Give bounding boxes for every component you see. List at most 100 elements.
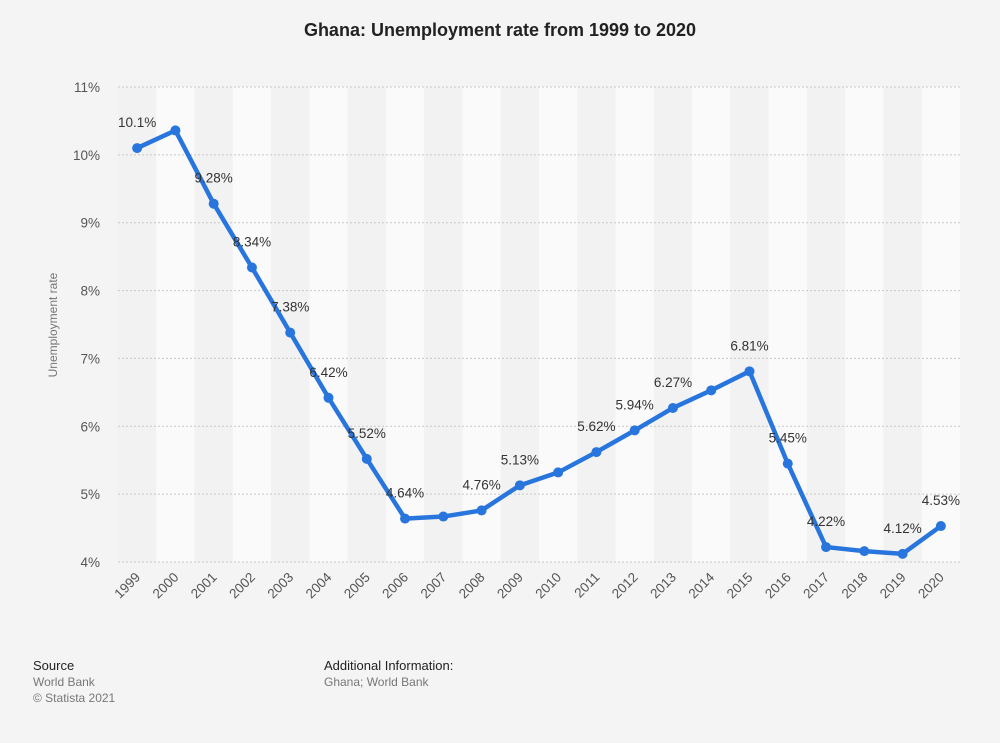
x-tick-label: 2020	[915, 570, 947, 602]
data-point[interactable]	[400, 513, 411, 524]
column-band	[462, 87, 501, 562]
source-name[interactable]: World Bank	[33, 675, 95, 689]
data-label: 10.1%	[118, 115, 156, 130]
data-point[interactable]	[897, 548, 908, 559]
column-band	[615, 87, 654, 562]
data-label: 7.38%	[271, 300, 309, 315]
data-label: 6.42%	[309, 365, 347, 380]
column-band	[194, 87, 233, 562]
chart-title: Ghana: Unemployment rate from 1999 to 20…	[303, 20, 697, 40]
data-point[interactable]	[591, 447, 602, 458]
column-band	[500, 87, 539, 562]
data-point[interactable]	[361, 453, 372, 464]
data-point[interactable]	[859, 546, 870, 557]
data-point[interactable]	[246, 262, 257, 273]
data-point[interactable]	[208, 198, 219, 209]
column-band	[309, 87, 348, 562]
x-tick-label: 2001	[188, 570, 220, 602]
y-axis-label: Unemployment rate	[46, 272, 60, 377]
series-line	[134, 128, 944, 557]
data-point[interactable]	[667, 402, 678, 413]
data-point[interactable]	[438, 511, 449, 522]
column-band	[347, 87, 386, 562]
x-tick-label: 2008	[456, 570, 488, 602]
y-tick-label: 6%	[80, 419, 100, 434]
column-band	[883, 87, 922, 562]
x-tick-label: 2003	[264, 570, 296, 602]
column-band	[577, 87, 616, 562]
y-tick-label: 4%	[80, 555, 100, 570]
data-label: 4.53%	[922, 493, 960, 508]
data-label: 8.34%	[233, 235, 271, 250]
x-tick-label: 2012	[609, 570, 641, 602]
data-point[interactable]	[132, 143, 143, 154]
data-label: 6.27%	[654, 375, 692, 390]
y-tick-label: 10%	[73, 148, 100, 163]
additional-info-text: Ghana; World Bank	[324, 675, 429, 689]
y-axis-ticks: 4% 5% 6% 7% 8% 9% 10% 11%	[73, 80, 100, 570]
x-tick-label: 2016	[762, 570, 794, 602]
x-tick-label: 2014	[685, 569, 717, 601]
x-tick-label: 2015	[724, 570, 756, 602]
x-tick-label: 2013	[647, 570, 679, 602]
copyright: © Statista 2021	[33, 691, 116, 705]
source-block: Source World Bank © Statista 2021	[33, 658, 115, 706]
data-label: 9.28%	[195, 171, 233, 186]
additional-info-heading: Additional Information:	[324, 658, 454, 673]
column-band	[385, 87, 425, 562]
x-tick-label: 2010	[532, 570, 564, 602]
data-point[interactable]	[782, 458, 793, 469]
x-tick-label: 2019	[877, 570, 909, 602]
data-point[interactable]	[706, 385, 717, 396]
column-band	[653, 87, 693, 562]
data-point[interactable]	[629, 425, 640, 436]
data-label: 4.64%	[386, 486, 424, 501]
x-tick-label: 2009	[494, 570, 526, 602]
data-point[interactable]	[285, 327, 296, 338]
column-band	[156, 87, 195, 562]
data-point[interactable]	[514, 480, 525, 491]
x-tick-label: 2011	[571, 570, 602, 601]
y-tick-label: 9%	[80, 216, 100, 231]
data-point[interactable]	[935, 521, 946, 532]
x-tick-label: 2004	[303, 569, 335, 601]
data-point[interactable]	[476, 505, 487, 516]
y-tick-label: 8%	[80, 284, 100, 299]
series	[132, 125, 946, 559]
gridlines	[118, 86, 960, 563]
column-band	[845, 87, 884, 562]
data-point[interactable]	[821, 542, 832, 553]
column-band	[692, 87, 731, 562]
x-tick-label: 2000	[150, 570, 182, 602]
data-label: 5.13%	[501, 452, 539, 467]
x-axis-ticks: 1999 2000 2001 2002 2003 2004 2005 2006 2007 2008…	[111, 569, 947, 601]
x-tick-label: 2018	[839, 570, 871, 602]
data-label: 6.81%	[730, 338, 768, 353]
data-point[interactable]	[744, 366, 755, 377]
column-band	[539, 87, 578, 562]
x-tick-label: 2005	[341, 570, 373, 602]
column-band	[232, 87, 272, 562]
column-band	[118, 87, 157, 562]
data-point[interactable]	[553, 467, 564, 478]
additional-info-block: Additional Information: Ghana; World Ban…	[324, 658, 453, 690]
x-tick-label: 2002	[226, 570, 258, 602]
data-label: 4.22%	[807, 514, 845, 529]
data-label: 5.62%	[577, 419, 615, 434]
data-label: 5.94%	[616, 397, 654, 412]
column-band	[806, 87, 846, 562]
data-point[interactable]	[323, 392, 334, 403]
column-band	[921, 87, 960, 562]
column-band	[424, 87, 463, 562]
data-label: 4.12%	[883, 521, 921, 536]
y-tick-label: 5%	[80, 487, 100, 502]
data-point[interactable]	[170, 125, 181, 136]
x-tick-label: 2007	[418, 570, 450, 602]
data-label: 5.45%	[769, 431, 807, 446]
x-tick-label: 1999	[111, 570, 143, 602]
x-tick-label: 2006	[379, 570, 411, 602]
x-tick-label: 2017	[800, 570, 832, 602]
data-label: 5.52%	[348, 426, 386, 441]
data-label: 4.76%	[462, 477, 500, 492]
